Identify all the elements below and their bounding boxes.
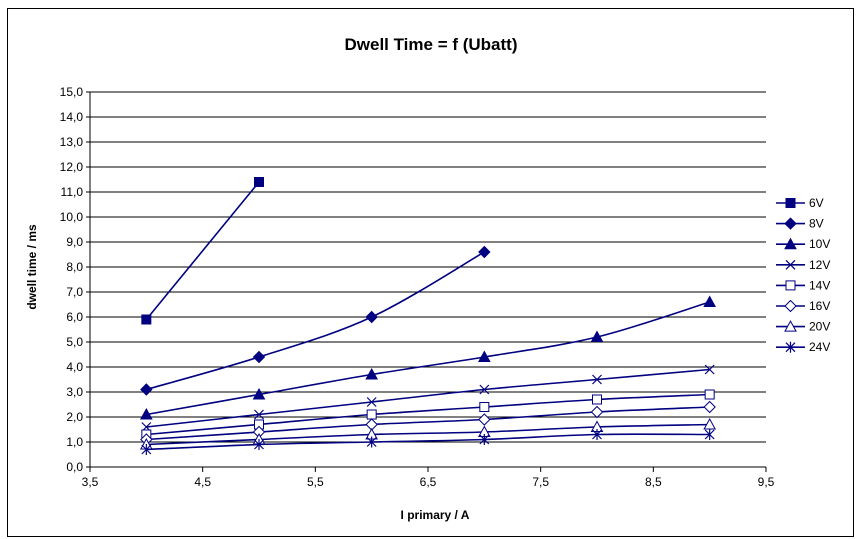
y-tick-label: 12,0 xyxy=(60,160,84,174)
data-point-24v xyxy=(592,429,602,440)
series-16v xyxy=(140,400,716,446)
legend-marker-6v xyxy=(785,198,796,208)
x-axis-title: I primary / A xyxy=(401,508,470,522)
series-line-6v xyxy=(145,181,260,321)
legend-label: 8V xyxy=(809,217,824,231)
series-line-20v xyxy=(146,423,710,446)
series-6v xyxy=(141,177,264,325)
y-tick-label: 15,0 xyxy=(60,85,84,99)
legend-marker-10v xyxy=(784,237,797,250)
series-10v xyxy=(139,295,717,420)
data-point-10v xyxy=(477,350,491,362)
legend-item-16v: 16V xyxy=(776,299,830,313)
legend-item-12v: 12V xyxy=(776,258,830,272)
data-point-6v xyxy=(141,314,152,325)
legend-label: 16V xyxy=(809,299,830,313)
legend-label: 6V xyxy=(809,196,824,210)
y-tick-label: 2,0 xyxy=(66,410,83,424)
y-tick-label: 14,0 xyxy=(60,110,84,124)
data-point-10v xyxy=(139,407,153,420)
y-tick-label: 9,0 xyxy=(66,235,83,249)
data-point-14v xyxy=(592,394,602,405)
legend-label: 14V xyxy=(809,278,830,292)
y-tick-label: 13,0 xyxy=(60,135,84,149)
y-tick-label: 1,0 xyxy=(66,435,83,449)
data-point-12v xyxy=(254,409,264,420)
data-point-10v xyxy=(252,387,266,400)
x-tick-label: 7,5 xyxy=(532,475,549,489)
chart-title: Dwell Time = f (Ubatt) xyxy=(344,35,517,54)
legend-marker-20v xyxy=(784,320,797,332)
x-tick-label: 6,5 xyxy=(420,475,437,489)
legend-marker-24v xyxy=(785,341,796,353)
data-point-24v xyxy=(704,429,715,440)
x-tick-label: 3,5 xyxy=(82,475,99,489)
chart-frame: Dwell Time = f (Ubatt) I primary / A dwe… xyxy=(7,8,854,537)
series-line-16v xyxy=(146,406,710,441)
data-point-12v xyxy=(592,374,602,385)
x-tick-label: 5,5 xyxy=(307,475,324,489)
legend-label: 24V xyxy=(809,340,830,354)
data-point-14v xyxy=(366,409,377,420)
data-point-8v xyxy=(365,310,378,324)
legend-item-10v: 10V xyxy=(776,237,830,251)
series-line-10v xyxy=(146,301,710,416)
y-tick-label: 3,0 xyxy=(66,385,83,399)
data-point-12v xyxy=(479,384,490,395)
series-line-24v xyxy=(146,433,710,451)
series-line-12v xyxy=(146,368,710,428)
legend-marker-14v xyxy=(785,280,796,291)
y-tick-label: 8,0 xyxy=(66,260,83,274)
legend-label: 10V xyxy=(809,237,830,251)
data-point-14v xyxy=(704,389,715,400)
data-point-24v xyxy=(479,434,490,445)
x-tick-label: 4,5 xyxy=(194,475,211,489)
y-tick-label: 0,0 xyxy=(66,460,83,474)
plot-area: 0,0 1,0 2,0 3,0 4,0 5,0 6,0 7,0 8,0 9,0 10,0 11,0 12… xyxy=(60,85,775,489)
y-tick-label: 5,0 xyxy=(66,335,83,349)
y-tick-label: 10,0 xyxy=(60,210,84,224)
y-tick-label: 7,0 xyxy=(66,285,83,299)
data-point-12v xyxy=(366,397,377,407)
legend-item-20v: 20V xyxy=(776,320,830,334)
legend-label: 12V xyxy=(809,258,830,272)
data-point-16v xyxy=(590,405,604,419)
data-point-8v xyxy=(252,350,266,364)
y-axis-title: dwell time / ms xyxy=(25,224,39,310)
y-tick-label: 6,0 xyxy=(66,310,83,324)
y-tick-label: 11,0 xyxy=(61,185,84,199)
series-14v xyxy=(141,389,715,440)
data-point-6v xyxy=(254,177,264,187)
legend-item-24v: 24V xyxy=(776,340,830,354)
legend-marker-12v xyxy=(785,259,796,270)
data-point-24v xyxy=(141,444,152,455)
data-point-24v xyxy=(366,436,377,448)
legend-marker-8v xyxy=(784,217,797,230)
x-tick-label: 9,5 xyxy=(758,475,775,489)
data-point-24v xyxy=(254,439,264,450)
data-point-14v xyxy=(479,402,490,412)
legend-label: 20V xyxy=(809,320,830,334)
legend-item-14v: 14V xyxy=(776,278,830,292)
legend-marker-16v xyxy=(784,299,797,313)
data-point-10v xyxy=(365,367,379,380)
data-point-10v xyxy=(703,295,717,307)
data-point-8v xyxy=(478,245,491,259)
series-12v xyxy=(141,364,715,432)
y-tick-label: 4,0 xyxy=(66,360,83,374)
data-point-16v xyxy=(478,413,491,426)
data-point-16v xyxy=(703,400,716,414)
legend-item-6v: 6V xyxy=(776,196,824,210)
dwell-time-chart: Dwell Time = f (Ubatt) I primary / A dwe… xyxy=(25,35,830,522)
series-line-8v xyxy=(146,251,485,391)
x-tick-label: 8,5 xyxy=(645,475,662,489)
series-8v xyxy=(140,245,491,396)
series-line-14v xyxy=(146,393,710,436)
data-point-10v xyxy=(590,330,604,342)
legend-item-8v: 8V xyxy=(776,217,824,231)
data-point-12v xyxy=(704,364,715,375)
data-point-8v xyxy=(140,383,153,396)
series-24v xyxy=(141,429,715,455)
legend: 6V 8V 10V 12V 14V 16V 20V 24V xyxy=(776,196,830,354)
